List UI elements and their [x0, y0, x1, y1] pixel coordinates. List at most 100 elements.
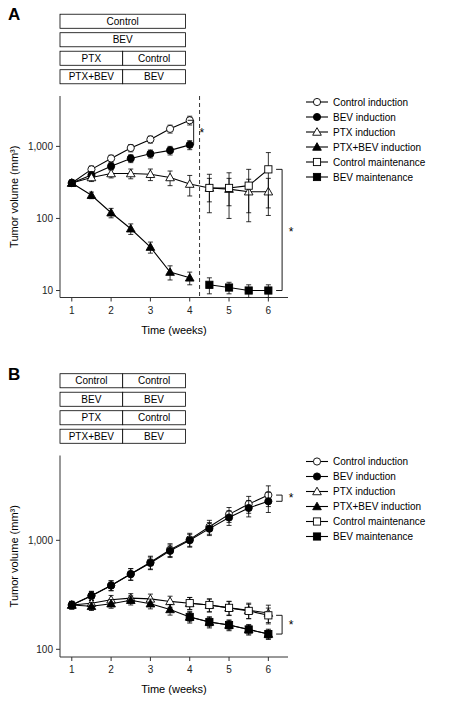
legend-marker: [313, 533, 320, 540]
error-bar-cap: [168, 545, 173, 546]
x-tick-label: 2: [108, 664, 114, 675]
error-bar-cap: [227, 507, 232, 508]
error-bar: [246, 169, 251, 221]
data-point: [225, 604, 232, 611]
x-tick: [229, 298, 230, 302]
error-bar-cap: [187, 609, 192, 610]
legend-label: Control maintenance: [333, 516, 426, 527]
error-bar-cap: [246, 496, 251, 497]
x-axis-label: Time (weeks): [141, 683, 207, 695]
error-bar-cap: [246, 618, 251, 619]
data-point: [225, 621, 232, 628]
legend-marker: [313, 113, 320, 120]
error-bar-cap: [246, 516, 251, 517]
plot-area: [67, 486, 272, 640]
data-point: [68, 179, 75, 186]
error-bar-cap: [148, 556, 153, 557]
legend-marker: [313, 518, 320, 525]
legend-label: PTX induction: [333, 486, 395, 497]
error-bar-cap: [266, 639, 271, 640]
series-line: [72, 145, 190, 183]
data-point: [146, 243, 155, 251]
annotation: *: [289, 225, 294, 239]
x-axis-label: Time (weeks): [141, 324, 207, 336]
data-point: [108, 582, 115, 589]
error-bar-cap: [266, 152, 271, 153]
treatment-label: PTX: [82, 53, 102, 64]
treatment-box: [123, 392, 186, 406]
data-point: [146, 599, 155, 607]
treatment-label: Control: [138, 375, 170, 386]
figure: AControlBEVPTXControlPTX+BEVBEV101001,00…: [0, 0, 474, 719]
x-tick: [150, 298, 151, 302]
error-bar-cap: [89, 181, 94, 182]
x-tick: [268, 657, 269, 661]
error-bar-cap: [89, 610, 94, 611]
bracket: [276, 495, 282, 501]
error-bar-cap: [207, 174, 212, 175]
error-bar-cap: [246, 604, 251, 605]
series: [67, 169, 272, 215]
series: [67, 596, 272, 640]
annotation: *: [289, 618, 294, 632]
data-point: [244, 625, 253, 633]
data-point: [265, 498, 272, 505]
data-point: [206, 281, 213, 288]
error-bar-cap: [266, 492, 271, 493]
error-bar-cap: [207, 522, 212, 523]
series: [68, 486, 272, 609]
error-bar-cap: [227, 629, 232, 630]
error-bar-cap: [227, 601, 232, 602]
data-point: [186, 537, 193, 544]
data-point: [225, 184, 232, 191]
x-tick: [71, 298, 72, 302]
series-line: [209, 169, 268, 188]
series: [206, 153, 272, 222]
panel-title: A: [8, 5, 20, 24]
data-point: [67, 179, 76, 187]
error-bar-stem: [209, 174, 210, 212]
data-point: [206, 618, 213, 625]
error-bar-cap: [187, 534, 192, 535]
error-bar-cap: [187, 597, 192, 598]
error-bar-cap: [109, 177, 114, 178]
error-bar-cap: [246, 603, 251, 604]
treatment-box: [60, 51, 123, 65]
treatment-box: [123, 51, 186, 65]
data-point: [265, 166, 272, 173]
error-bar-cap: [227, 172, 232, 173]
error-bar-cap: [227, 282, 232, 283]
series: [206, 278, 272, 298]
y-axis: [60, 96, 61, 298]
treatment-box: [60, 14, 185, 28]
error-bar-cap: [246, 297, 251, 298]
error-bar-cap: [128, 178, 133, 179]
y-tick: [56, 218, 60, 219]
error-bar-cap: [246, 169, 251, 170]
data-point: [166, 125, 173, 132]
error-bar-cap: [187, 621, 192, 622]
error-bar-cap: [227, 601, 232, 602]
legend-label: Control induction: [333, 97, 408, 108]
x-tick: [229, 657, 230, 661]
y-tick: [56, 146, 60, 147]
legend-marker: [313, 143, 322, 151]
error-bar-cap: [246, 500, 251, 501]
data-point: [126, 596, 135, 604]
treatment-label: PTX: [82, 412, 102, 423]
error-bar-stem: [268, 153, 269, 208]
error-bar-cap: [128, 604, 133, 605]
data-point: [205, 618, 214, 626]
data-point: [264, 630, 273, 638]
series: [186, 597, 272, 623]
plot-area: [67, 96, 272, 298]
series-line: [72, 600, 269, 634]
legend-marker: [313, 473, 320, 480]
x-tick-label: 5: [226, 305, 232, 316]
error-bar-cap: [187, 609, 192, 610]
y-tick-label: 100: [36, 213, 53, 224]
error-bar-cap: [227, 615, 232, 616]
legend-marker: [313, 487, 322, 495]
error-bar-cap: [168, 543, 173, 544]
data-point: [127, 155, 134, 162]
